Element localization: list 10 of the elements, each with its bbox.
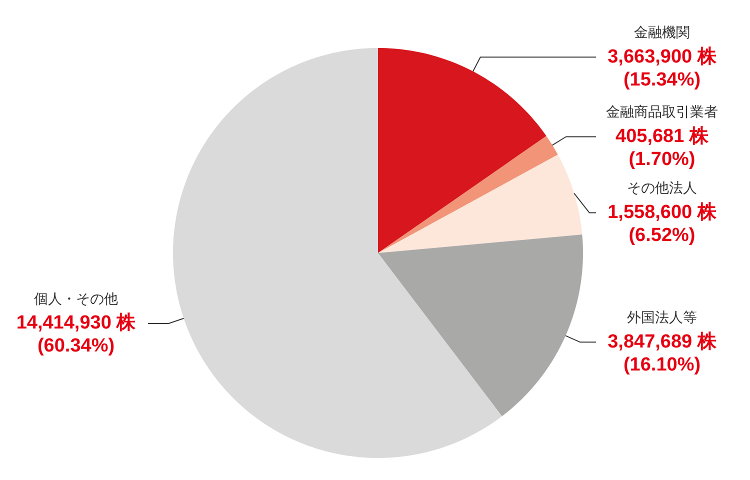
slice-label: その他法人 (627, 180, 697, 196)
data-label: 1,558,600 株 (6.52%) (608, 200, 718, 246)
slice-label: 金融商品取引業者 (606, 104, 718, 120)
data-label: 3,663,900 株 (15.34%) (608, 45, 718, 90)
data-label: 14,414,930 株 (60.34%) (16, 312, 137, 357)
slice-label: 個人・その他 (34, 290, 118, 306)
data-label: 405,681 株 (1.70%) (616, 124, 710, 170)
slice-label: 外国法人等 (627, 309, 697, 326)
slice-label: 金融機関 (634, 24, 690, 40)
data-label: 3,847,689 株 (16.10%) (608, 330, 718, 376)
